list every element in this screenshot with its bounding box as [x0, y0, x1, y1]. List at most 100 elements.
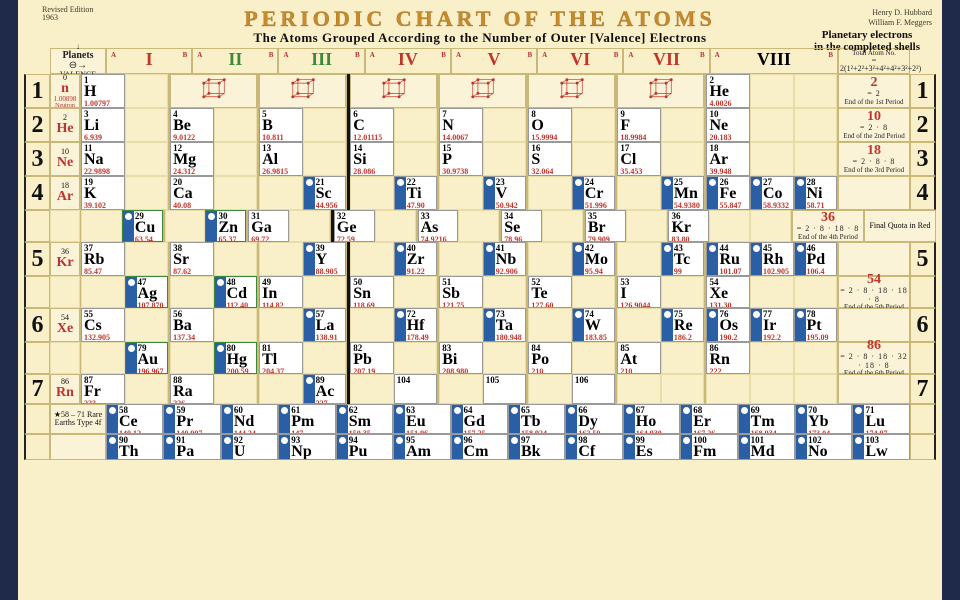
period-end-3: 18= 2 · 8 · 8End of the 3rd Period — [838, 142, 910, 176]
period-number-6: 6 — [24, 308, 50, 342]
element-Lu: 71Lu174.97 — [852, 404, 909, 434]
element-Ca: 20Ca40.08 — [170, 176, 214, 210]
element-Gd: 64Gd157.25 — [451, 404, 508, 434]
element-Nd: 60Nd144.24 — [221, 404, 278, 434]
element-Nb: 41Nb92.906 — [483, 242, 527, 276]
element-La: 57La138.91 — [303, 308, 347, 342]
element-Ce: 58Ce140.12 — [106, 404, 163, 434]
element-Te: 52Te127.60 — [528, 276, 572, 308]
element-Ar: 18Ar39.948 — [706, 142, 750, 176]
element-Kr: 36Kr83.80 — [668, 210, 709, 242]
element-Cu: 29Cu63.54 — [122, 210, 163, 242]
element-F: 9F18.9984 — [617, 108, 661, 142]
element-O: 8O15.9994 — [528, 108, 572, 142]
chart-subtitle: The Atoms Grouped According to the Numbe… — [24, 30, 936, 46]
element-At: 85At210 — [617, 342, 661, 374]
group-header-VIII: AVIIIB — [710, 48, 838, 74]
element-104: 104 — [394, 374, 438, 404]
element-Pd: 46Pd106.4 — [794, 242, 838, 276]
element-Ni: 28Ni58.71 — [794, 176, 838, 210]
author-1: Henry D. Hubbard — [872, 8, 932, 17]
element-Er: 68Er167.26 — [680, 404, 737, 434]
element-K: 19K39.102 — [81, 176, 125, 210]
element-Ta: 73Ta180.948 — [483, 308, 527, 342]
element-U: 92U — [221, 434, 278, 460]
element-Si: 14Si28.086 — [350, 142, 394, 176]
period-number-3: 3 — [910, 142, 936, 176]
period-number-1: 1 — [910, 74, 936, 108]
element-Be: 4Be9.0122 — [170, 108, 214, 142]
element-105: 105 — [483, 374, 527, 404]
lattice-icon — [259, 74, 346, 108]
element-Y: 39Y88.905 — [303, 242, 347, 276]
period-number-4: 4 — [910, 176, 936, 210]
core-n: 0n1.00898Neutron — [50, 74, 80, 108]
element-Co: 27Co58.9332 — [750, 176, 794, 210]
shell-caption-l1: Planetary electrons — [822, 29, 913, 41]
element-Pt: 78Pt195.09 — [794, 308, 838, 342]
table-body: 10n1.00898Neutron1H1.007972He4.00262= 2E… — [24, 74, 936, 460]
element-Cf: 98Cf — [565, 434, 622, 460]
period-end-5: 54= 2 · 8 · 18 · 18 · 8End of the 5th Pe… — [838, 276, 910, 308]
element-Al: 13Al26.9815 — [259, 142, 303, 176]
group-header-row: ↓ Planets ⊖→ VALENCE AIBAIIBAIIIBAIVBAVB… — [24, 48, 936, 74]
element-In: 49In114.82 — [259, 276, 303, 308]
element-Mo: 42Mo95.94 — [572, 242, 616, 276]
element-Ag: 47Ag107.870 — [125, 276, 169, 308]
element-Ba: 56Ba137.34 — [170, 308, 214, 342]
element-Zr: 40Zr91.22 — [394, 242, 438, 276]
element-Hf: 72Hf178.49 — [394, 308, 438, 342]
group-header-VI: AVIB — [537, 48, 623, 74]
element-Cl: 17Cl35.453 — [617, 142, 661, 176]
lattice-icon — [350, 74, 437, 108]
element-Pu: 94Pu — [336, 434, 393, 460]
period-number-5: 5 — [24, 242, 50, 276]
core-Ar: 18Ar — [50, 176, 80, 210]
period-number-3: 3 — [24, 142, 50, 176]
element-N: 7N14.0067 — [439, 108, 483, 142]
element-Li: 3Li6.939 — [81, 108, 125, 142]
element-Cm: 96Cm — [451, 434, 508, 460]
element-Se: 34Se78.96 — [501, 210, 542, 242]
element-Rn: 86Rn222 — [706, 342, 750, 374]
lattice-icon — [528, 74, 615, 108]
element-Md: 101Md — [738, 434, 795, 460]
element-Ho: 67Ho164.930 — [623, 404, 680, 434]
element-Ti: 22Ti47.90 — [394, 176, 438, 210]
element-Na: 11Na22.9898 — [81, 142, 125, 176]
element-Sb: 51Sb121.75 — [439, 276, 483, 308]
periodic-chart: Revised Edition 1963 Henry D. Hubbard Wi… — [18, 0, 942, 600]
element-Np: 93Np — [278, 434, 335, 460]
element-S: 16S32.064 — [528, 142, 572, 176]
element-Cs: 55Cs132.905 — [81, 308, 125, 342]
element-Ge: 32Ge72.59 — [334, 210, 375, 242]
element-Mn: 25Mn54.9380 — [661, 176, 705, 210]
group-header-IV: AIVB — [365, 48, 451, 74]
element-Sm: 62Sm150.35 — [336, 404, 393, 434]
element-Ir: 77Ir192.2 — [750, 308, 794, 342]
element-Tl: 81Tl204.37 — [259, 342, 303, 374]
element-Sr: 38Sr87.62 — [170, 242, 214, 276]
element-Ra: 88Ra226 — [170, 374, 214, 404]
element-Bi: 83Bi208.980 — [439, 342, 483, 374]
element-Br: 35Br79.909 — [585, 210, 626, 242]
element-B: 5B10.811 — [259, 108, 303, 142]
element-Fm: 100Fm — [680, 434, 737, 460]
element-Tm: 69Tm168.934 — [738, 404, 795, 434]
core-Ne: 10Ne — [50, 142, 80, 176]
group-header-II: AIIB — [192, 48, 278, 74]
rare-earths-label: ★58 – 71 Rare Earths Type 4f — [50, 404, 106, 434]
period-end-4: 36= 2 · 8 · 18 · 8End of the 4th Period — [792, 210, 864, 242]
period-end-1: 2= 2End of the 1st Period — [838, 74, 910, 108]
period-number-2: 2 — [24, 108, 50, 142]
element-Sc: 21Sc44.956 — [303, 176, 347, 210]
element-Sn: 50Sn118.69 — [350, 276, 394, 308]
element-As: 33As74.9216 — [418, 210, 459, 242]
element-C: 6C12.01115 — [350, 108, 394, 142]
element-Am: 95Am — [393, 434, 450, 460]
element-I: 53I126.9044 — [617, 276, 661, 308]
author-2: William F. Meggers — [868, 18, 932, 27]
period-number-1: 1 — [24, 74, 50, 108]
period-number-4: 4 — [24, 176, 50, 210]
element-P: 15P30.9738 — [439, 142, 483, 176]
